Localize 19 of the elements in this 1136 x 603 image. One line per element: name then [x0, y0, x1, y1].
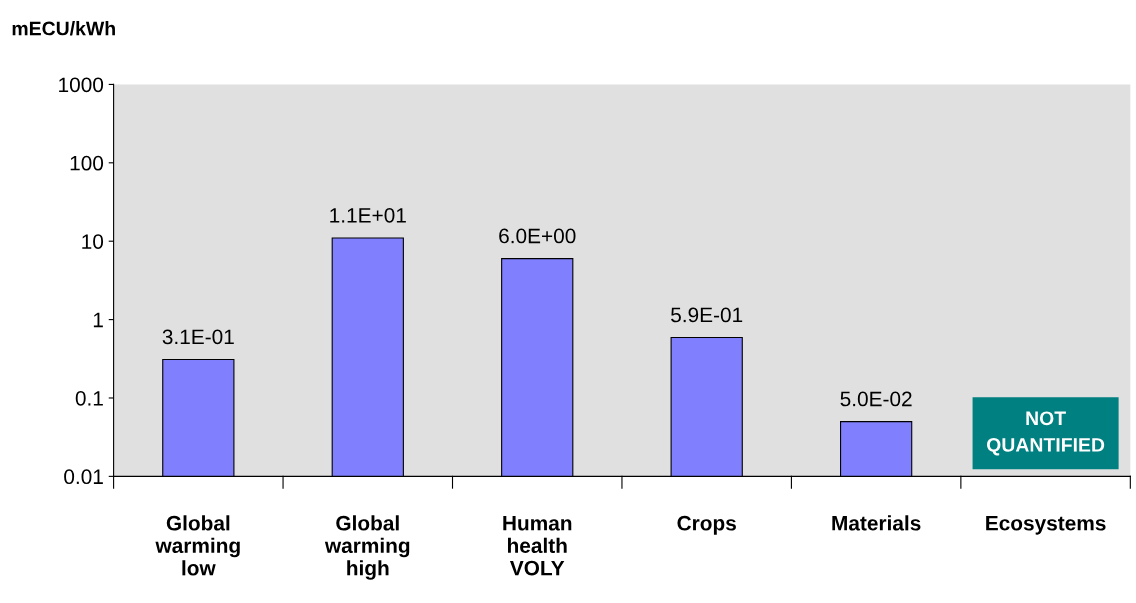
data-label: 5.0E-02 — [840, 391, 912, 407]
data-label: 3.1E-01 — [162, 329, 234, 345]
annotation: NOT QUANTIFIED — [986, 411, 1105, 456]
data-label: 5.9E-01 — [671, 307, 743, 323]
x-tick-label: Materials — [832, 515, 921, 531]
x-tick-label: Human health VOLY — [503, 516, 572, 576]
y-tick-label: 1 — [93, 312, 103, 328]
y-tick-label: 1000 — [59, 77, 104, 93]
x-tick-label: Crops — [677, 515, 736, 535]
y-tick-label: 0.01 — [64, 469, 103, 485]
data-label: 6.0E+00 — [499, 228, 576, 244]
data-label: 1.1E+01 — [330, 207, 406, 223]
x-tick-label: Global warming low — [155, 515, 240, 576]
x-tick-label: Ecosystems — [986, 516, 1106, 535]
x-tick-label: Global warming high — [324, 515, 410, 580]
y-tick-label: 100 — [70, 155, 104, 171]
y-tick-label: 0.1 — [75, 390, 103, 406]
y-tick-label: 10 — [82, 234, 104, 249]
y-axis-title: mECU/kWh — [12, 21, 115, 36]
